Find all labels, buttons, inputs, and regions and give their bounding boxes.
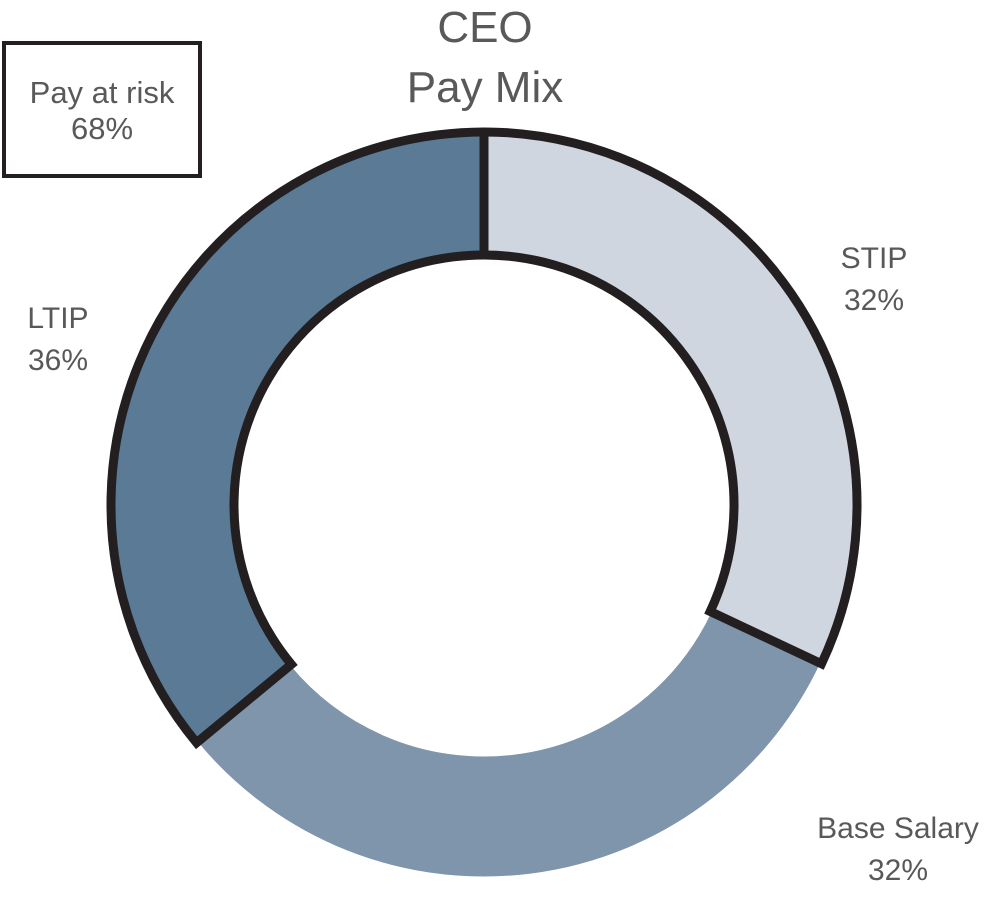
chart-title-line-1: CEO: [437, 3, 533, 52]
slice-base-salary: [194, 609, 824, 880]
slice-name-stip: STIP: [841, 242, 908, 275]
pay-at-risk-outline: [106, 127, 862, 750]
slice-label-ltip: LTIP 36%: [27, 302, 88, 377]
callout-value: 68%: [70, 111, 134, 146]
slice-stip: [482, 130, 859, 666]
slice-label-stip: STIP 32%: [841, 242, 908, 317]
slice-label-base-salary: Base Salary 32%: [817, 812, 979, 887]
slice-percent-stip: 32%: [844, 284, 904, 317]
slice-ltip: [109, 130, 486, 745]
callout-label: Pay at risk: [29, 75, 175, 110]
chart-title-line-2: Pay Mix: [406, 63, 564, 112]
slice-name-base-salary: Base Salary: [817, 812, 979, 845]
pay-at-risk-callout: Pay at risk 68%: [2, 41, 202, 178]
slice-name-ltip: LTIP: [27, 302, 88, 335]
slice-percent-base-salary: 32%: [868, 854, 928, 887]
slice-percent-ltip: 36%: [28, 344, 88, 377]
risk-outline: [106, 127, 862, 750]
